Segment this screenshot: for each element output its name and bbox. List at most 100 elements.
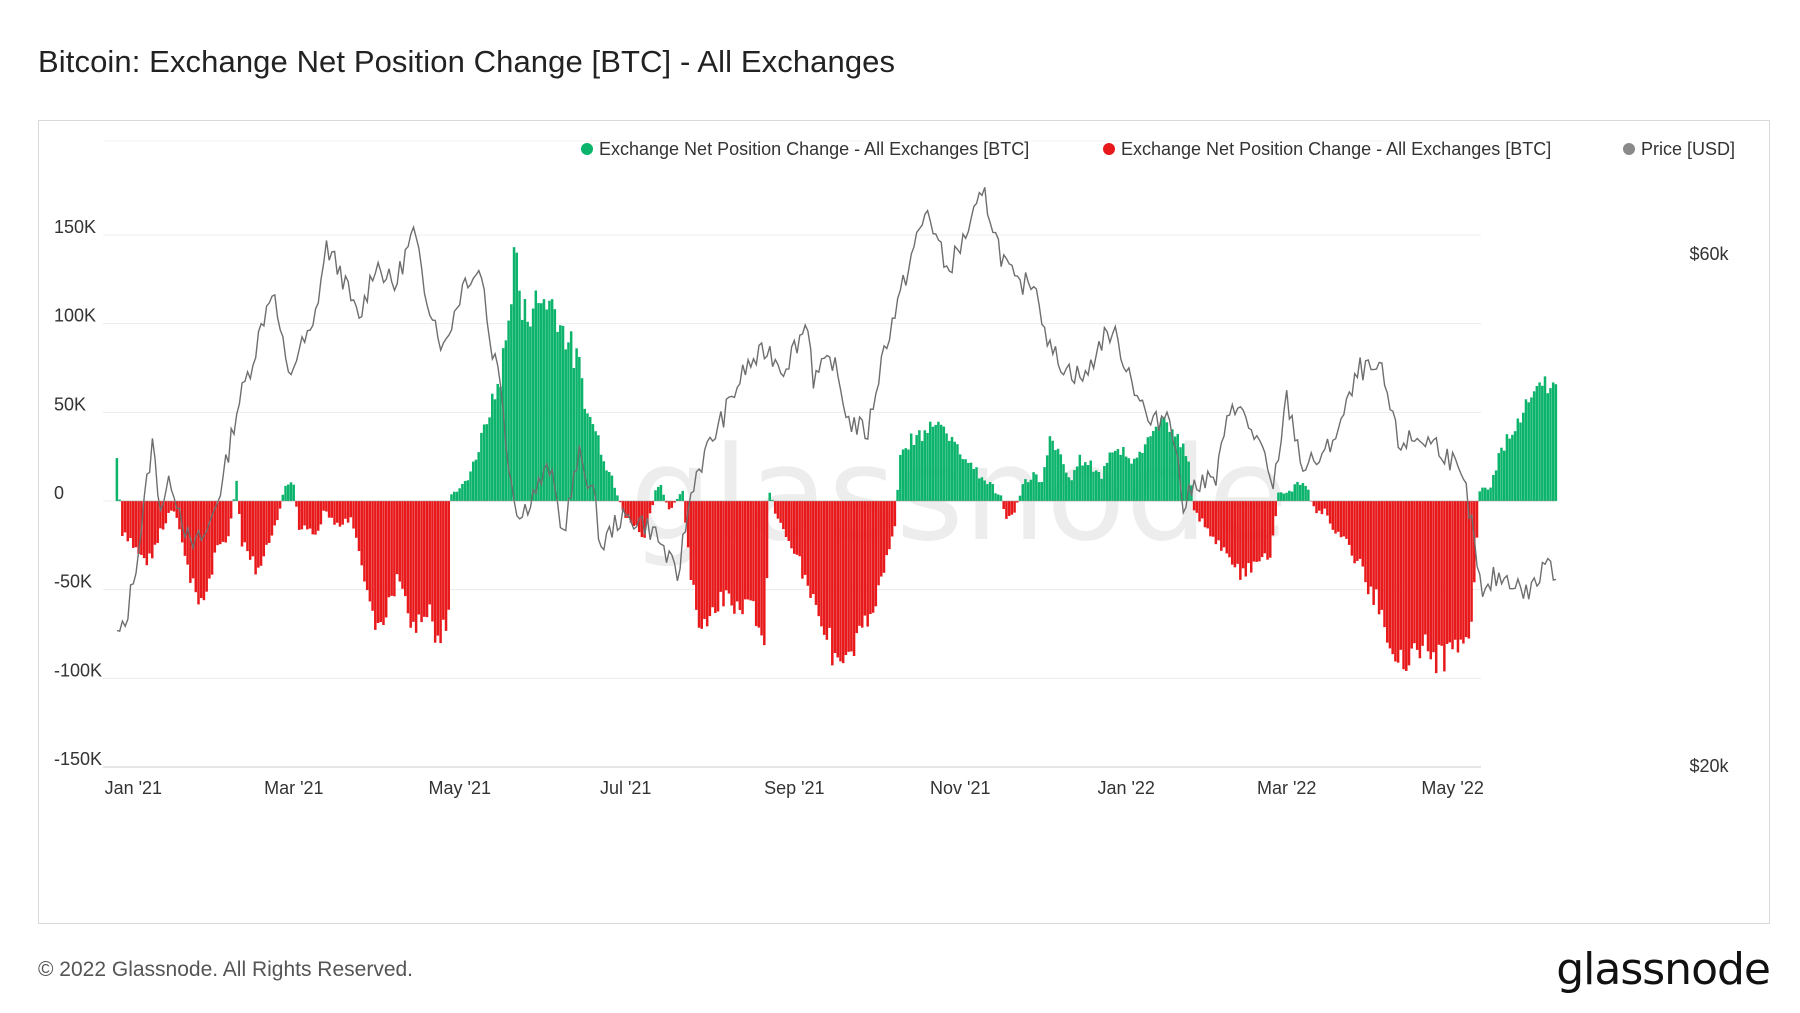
bar <box>1358 501 1362 559</box>
bar <box>681 490 684 501</box>
bar <box>240 501 244 547</box>
bar <box>156 501 159 543</box>
bar <box>1105 462 1109 501</box>
bar <box>855 501 859 634</box>
bar <box>491 393 494 501</box>
bar <box>458 488 461 501</box>
bar <box>1426 501 1430 652</box>
bar <box>860 501 864 628</box>
bar <box>1347 501 1351 545</box>
bar <box>692 501 695 585</box>
bar <box>227 501 230 537</box>
bar <box>610 475 614 501</box>
bar <box>812 501 815 595</box>
page-title: Bitcoin: Exchange Net Position Change [B… <box>38 44 896 79</box>
legend-label: Exchange Net Position Change - All Excha… <box>599 139 1029 159</box>
bar <box>175 501 178 518</box>
bar <box>907 449 910 501</box>
bar <box>689 501 693 580</box>
bar <box>1084 462 1087 501</box>
bar <box>1421 501 1424 646</box>
bar <box>164 501 168 524</box>
bar <box>194 501 198 593</box>
bar <box>137 501 140 554</box>
bar <box>199 501 203 599</box>
bar <box>355 501 358 538</box>
bar <box>159 501 162 529</box>
bar <box>1222 501 1226 548</box>
bar <box>646 501 649 523</box>
bar <box>825 501 829 640</box>
bar <box>1021 484 1024 501</box>
bar <box>134 501 138 548</box>
bar <box>210 501 214 575</box>
bar <box>374 501 377 630</box>
bar <box>1092 471 1095 501</box>
bar <box>1296 481 1299 501</box>
bar <box>1135 457 1139 501</box>
bar <box>670 501 674 508</box>
bar <box>1508 438 1511 501</box>
bar <box>792 501 796 554</box>
bar <box>1388 501 1392 649</box>
bar <box>874 501 878 607</box>
bar <box>561 325 565 501</box>
bar <box>1002 501 1005 510</box>
bar <box>716 501 720 612</box>
bar <box>1516 418 1520 501</box>
bar <box>980 477 984 501</box>
bar <box>945 433 948 501</box>
bar <box>1410 501 1413 649</box>
bar <box>1152 431 1155 501</box>
bar <box>591 424 595 501</box>
bar <box>270 501 274 536</box>
bar <box>1532 391 1536 501</box>
bar <box>961 459 965 501</box>
x-tick-label: Mar '21 <box>264 778 323 798</box>
bar <box>1108 452 1112 501</box>
bar <box>1048 436 1052 501</box>
bar <box>809 501 812 598</box>
bar <box>1339 501 1343 538</box>
bar <box>1453 501 1457 640</box>
bar <box>997 494 1000 501</box>
bar <box>1456 501 1460 653</box>
bar <box>817 501 820 617</box>
bar <box>178 501 181 530</box>
bar <box>444 501 448 631</box>
bar <box>297 501 301 530</box>
bar <box>1315 501 1318 514</box>
bar <box>248 501 252 560</box>
bar <box>349 501 353 518</box>
bar <box>1502 450 1506 501</box>
bar <box>580 378 584 501</box>
bar <box>1312 501 1316 507</box>
bar <box>948 440 951 501</box>
bar <box>1405 501 1408 671</box>
bar <box>1301 483 1305 501</box>
bar <box>1271 501 1275 536</box>
bar <box>197 501 200 605</box>
bar <box>281 494 285 501</box>
bar <box>1035 474 1038 501</box>
bar <box>501 348 505 501</box>
bar <box>477 452 480 501</box>
bar <box>708 501 712 617</box>
bar <box>1524 399 1528 501</box>
bar <box>1377 501 1381 615</box>
bar <box>569 331 573 501</box>
bar <box>1086 465 1090 501</box>
bar <box>988 481 992 501</box>
bar <box>1241 501 1245 569</box>
bar <box>763 501 766 646</box>
bar <box>439 501 442 644</box>
bar <box>629 501 633 523</box>
bar <box>893 501 897 527</box>
bar <box>186 501 189 565</box>
bar <box>1396 501 1400 663</box>
bar <box>365 501 369 591</box>
bar <box>229 501 233 519</box>
bar <box>131 501 135 548</box>
bar <box>452 491 456 501</box>
bar <box>597 435 600 501</box>
